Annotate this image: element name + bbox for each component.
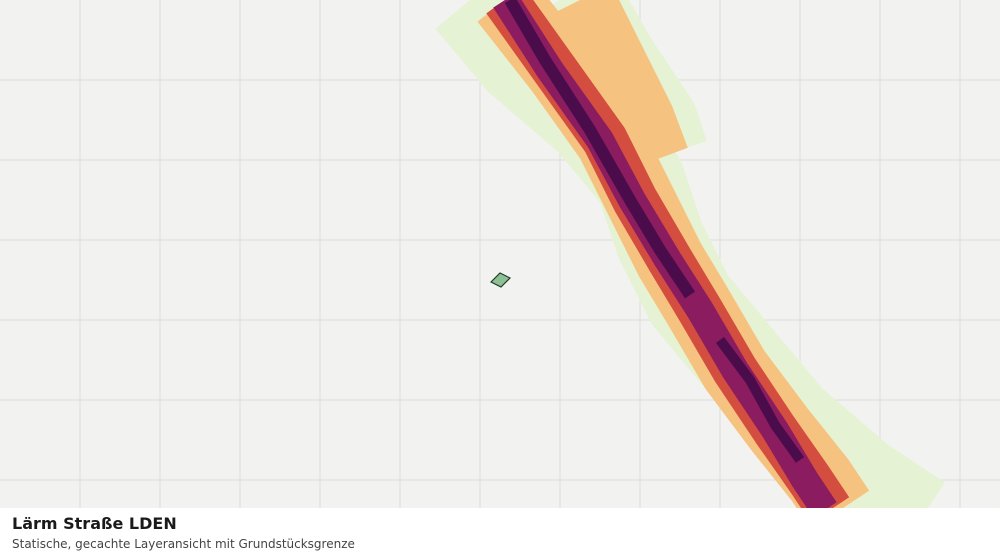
noise-band-50	[548, 0, 688, 173]
noise-band-65	[716, 337, 805, 463]
layer-title: Lärm Straße LDEN	[12, 514, 177, 533]
caption-panel: Lärm Straße LDEN Statische, gecachte Lay…	[0, 508, 1000, 560]
parcel-boundary	[489, 272, 512, 288]
layer-subtitle: Statische, gecachte Layeransicht mit Gru…	[12, 537, 355, 551]
noise-band-65	[504, 0, 695, 299]
noise-layer	[435, 0, 945, 558]
